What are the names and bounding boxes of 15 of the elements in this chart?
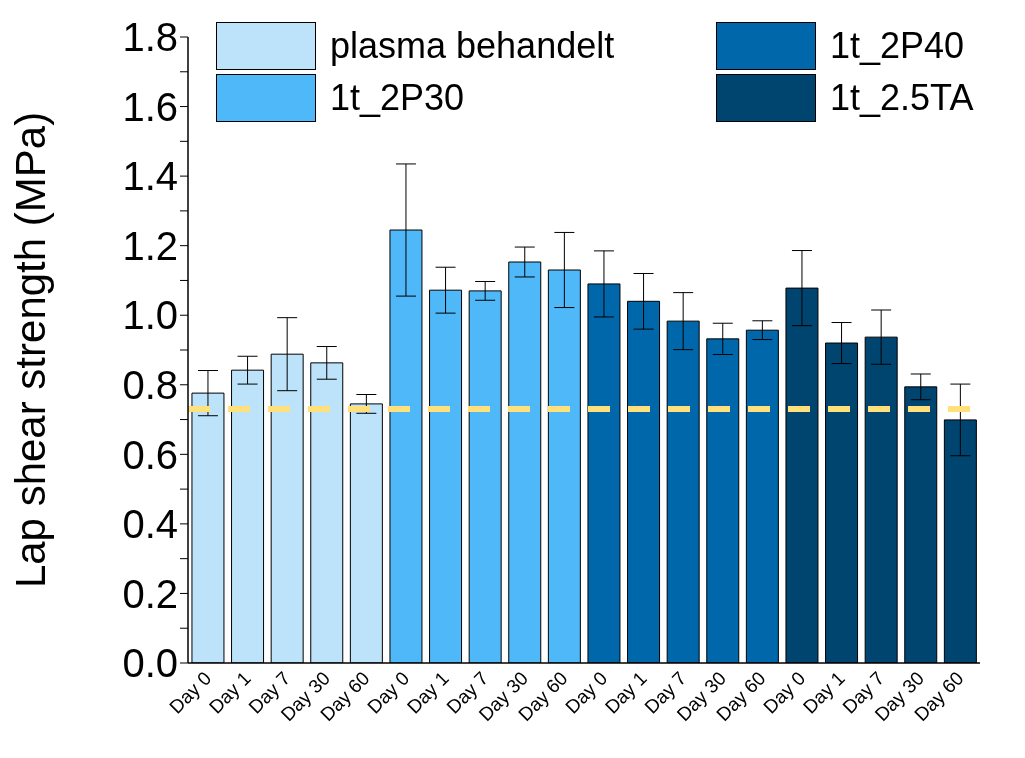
y-tick-label: 1.6 — [122, 84, 178, 129]
y-tick-label: 1.2 — [122, 223, 178, 268]
y-tick-label: 0.2 — [122, 571, 178, 616]
y-axis-title: Lap shear strength (MPa) — [6, 111, 54, 589]
y-tick-label: 0.6 — [122, 432, 178, 477]
y-tick-label: 0.4 — [122, 502, 178, 547]
legend-label: 1t_2P30 — [330, 77, 465, 119]
legend-label: 1t_2P40 — [830, 25, 965, 67]
y-tick-label: 1.0 — [122, 293, 178, 338]
y-tick-label: 1.4 — [122, 154, 178, 199]
y-tick-label: 0.0 — [122, 641, 178, 686]
y-tick-label: 0.8 — [122, 362, 178, 407]
y-tick-label: 1.8 — [122, 15, 178, 60]
legend-label: 1t_2.5TA — [830, 77, 974, 119]
legend-label: plasma behandelt — [330, 25, 615, 67]
